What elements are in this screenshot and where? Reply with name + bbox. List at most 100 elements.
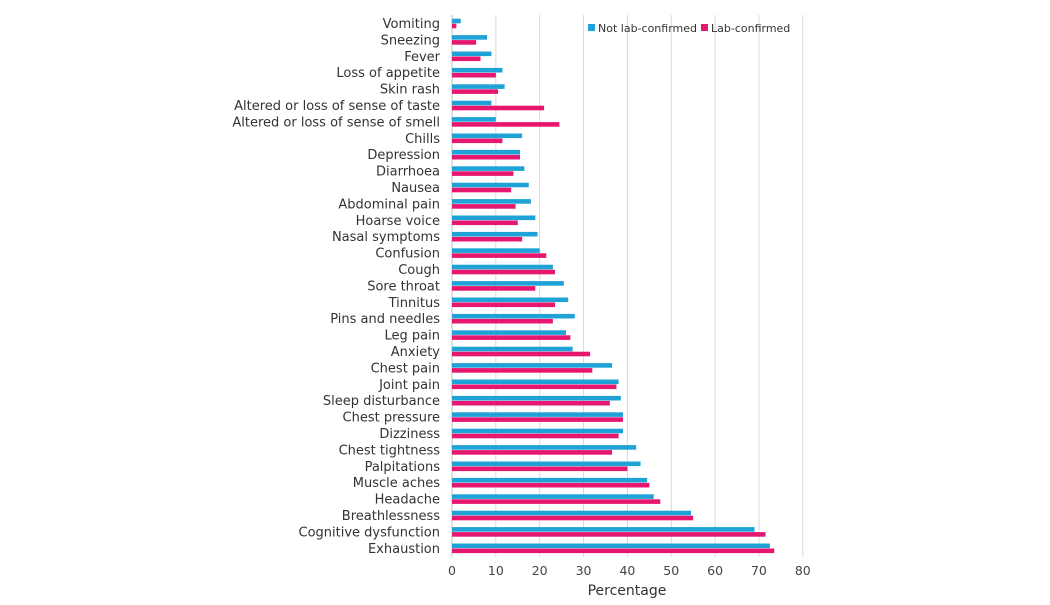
bar-not-lab-confirmed xyxy=(452,527,755,532)
category-label: Pins and needles xyxy=(330,312,440,327)
bar-not-lab-confirmed xyxy=(452,215,536,221)
bar-lab-confirmed xyxy=(452,433,619,439)
category-label: Leg pain xyxy=(385,329,440,344)
x-tick-label: 50 xyxy=(663,563,679,578)
bar-not-lab-confirmed xyxy=(452,379,619,385)
category-label: Exhaustion xyxy=(368,542,440,557)
bar-lab-confirmed xyxy=(452,269,556,275)
category-label: Vomiting xyxy=(383,17,440,32)
category-label: Chest tightness xyxy=(339,443,441,458)
category-label: Chills xyxy=(405,132,440,147)
x-tick-label: 80 xyxy=(795,563,811,578)
bar-lab-confirmed xyxy=(452,384,617,390)
bar-lab-confirmed xyxy=(452,515,694,521)
legend-label: Not lab-confirmed xyxy=(598,22,697,35)
bar-not-lab-confirmed xyxy=(452,281,564,286)
category-label: Abdominal pain xyxy=(338,197,440,212)
category-label: Skin rash xyxy=(380,83,440,98)
bar-lab-confirmed xyxy=(452,532,766,537)
bar-not-lab-confirmed xyxy=(452,395,621,401)
category-label: Headache xyxy=(375,493,440,508)
bar-not-lab-confirmed xyxy=(452,363,613,368)
bar-lab-confirmed xyxy=(452,482,650,488)
bar-not-lab-confirmed xyxy=(452,231,538,237)
bar-not-lab-confirmed xyxy=(452,100,492,106)
bar-lab-confirmed xyxy=(452,466,628,472)
bar-lab-confirmed xyxy=(452,286,536,291)
bar-not-lab-confirmed xyxy=(452,477,648,483)
bar-not-lab-confirmed xyxy=(452,51,492,57)
x-tick-label: 40 xyxy=(619,563,635,578)
bar-lab-confirmed xyxy=(452,450,613,455)
category-label: Chest pressure xyxy=(343,411,440,426)
bar-not-lab-confirmed xyxy=(452,149,520,155)
x-tick-label: 20 xyxy=(532,563,548,578)
bars xyxy=(452,18,775,554)
bar-lab-confirmed xyxy=(452,499,661,504)
bar-lab-confirmed xyxy=(452,40,477,45)
bar-lab-confirmed xyxy=(452,400,610,406)
category-label: Chest pain xyxy=(371,361,440,376)
bar-lab-confirmed xyxy=(452,302,556,308)
bar-not-lab-confirmed xyxy=(452,461,641,467)
bar-lab-confirmed xyxy=(452,548,775,554)
bar-not-lab-confirmed xyxy=(452,264,553,270)
legend-swatch xyxy=(588,24,595,31)
bar-lab-confirmed xyxy=(452,138,503,144)
bar-lab-confirmed xyxy=(452,154,520,160)
bar-not-lab-confirmed xyxy=(452,297,569,303)
category-label: Nausea xyxy=(391,181,440,196)
bar-not-lab-confirmed xyxy=(452,412,624,417)
category-label: Palpitations xyxy=(365,460,441,475)
bar-not-lab-confirmed xyxy=(452,346,573,352)
bar-lab-confirmed xyxy=(452,335,571,340)
category-label: Loss of appetite xyxy=(336,66,440,81)
x-tick-label: 0 xyxy=(448,563,456,578)
bar-lab-confirmed xyxy=(452,72,496,78)
bar-lab-confirmed xyxy=(452,89,499,94)
x-tick-label: 70 xyxy=(751,563,767,578)
x-axis-title: Percentage xyxy=(588,583,667,599)
bar-not-lab-confirmed xyxy=(452,248,540,253)
bar-lab-confirmed xyxy=(452,236,523,242)
bar-lab-confirmed xyxy=(452,105,545,111)
bar-not-lab-confirmed xyxy=(452,330,567,335)
category-label: Sore throat xyxy=(367,279,440,294)
category-label: Hoarse voice xyxy=(356,214,440,229)
bar-not-lab-confirmed xyxy=(452,428,624,434)
category-label: Cognitive dysfunction xyxy=(299,525,441,540)
category-label: Muscle aches xyxy=(353,476,440,491)
category-label: Diarrhoea xyxy=(376,165,440,180)
bar-lab-confirmed xyxy=(452,171,514,176)
bar-lab-confirmed xyxy=(452,187,512,193)
category-label: Confusion xyxy=(375,247,440,262)
bar-lab-confirmed xyxy=(452,23,457,29)
x-tick-labels: 0 10 20 30 40 50 60 70 80 xyxy=(448,563,811,578)
category-label: Joint pain xyxy=(378,378,440,393)
bar-not-lab-confirmed xyxy=(452,543,770,549)
category-label: Altered or loss of sense of taste xyxy=(234,99,440,114)
bar-lab-confirmed xyxy=(452,318,553,324)
bar-lab-confirmed xyxy=(452,204,516,209)
legend-label: Lab-confirmed xyxy=(711,22,790,35)
grid-lines xyxy=(451,15,804,557)
legend-swatch xyxy=(701,24,708,31)
bar-lab-confirmed xyxy=(452,56,481,62)
category-label: Altered or loss of sense of smell xyxy=(232,115,440,130)
bar-lab-confirmed xyxy=(452,368,593,373)
bar-not-lab-confirmed xyxy=(452,510,691,516)
bar-lab-confirmed xyxy=(452,351,591,357)
bar-not-lab-confirmed xyxy=(452,35,488,40)
bar-not-lab-confirmed xyxy=(452,67,503,73)
bar-not-lab-confirmed xyxy=(452,494,654,499)
bar-not-lab-confirmed xyxy=(452,117,496,122)
category-label: Nasal symptoms xyxy=(332,230,440,245)
bar-lab-confirmed xyxy=(452,417,624,422)
x-tick-label: 10 xyxy=(488,563,504,578)
category-label: Fever xyxy=(404,50,440,65)
bar-not-lab-confirmed xyxy=(452,199,531,204)
category-label: Anxiety xyxy=(391,345,441,360)
bar-not-lab-confirmed xyxy=(452,445,637,450)
category-label: Cough xyxy=(398,263,440,278)
x-tick-label: 30 xyxy=(576,563,592,578)
